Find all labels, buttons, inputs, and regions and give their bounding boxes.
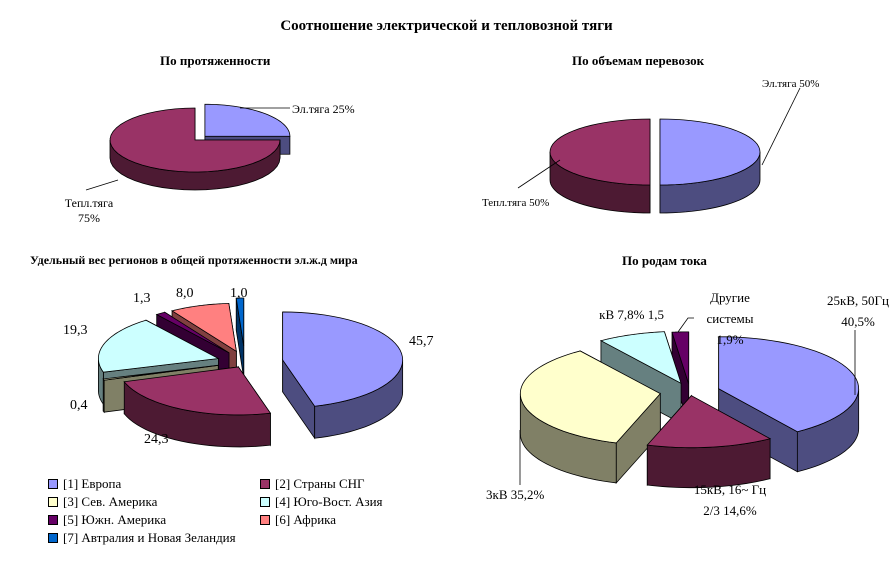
label-tepl-50: Тепл.тяга 50% [482,197,550,209]
slice-5 [155,311,230,354]
legend-label: [1] Европа [63,476,122,491]
label-samerica: 1,3 [133,291,151,306]
slice-7 [235,297,245,347]
slice-2 [646,395,772,449]
label-15kv: 15кВ, 16~ Гц 2/3 14,6% [693,482,767,518]
legend-item: [5] Южн. Америка [48,512,166,528]
slice-6 [171,303,237,353]
slice-1 [659,118,761,186]
legend-label: [6] Африка [275,512,337,527]
slice-1 [282,311,404,407]
label-3kv: 3кВ 35,2% [486,487,545,502]
label-tepl-75: Тепл.тяга 75% [64,196,114,225]
slice-2 [123,366,272,416]
chart1-title: По протяженности [160,53,271,68]
label-el-50: Эл.тяга 50% [762,78,820,90]
legend-item: [1] Европа [48,476,121,492]
legend-item: [3] Сев. Америка [48,494,157,510]
label-el-25: Эл.тяга 25% [292,102,355,116]
legend-swatch [48,515,58,525]
legend-item: [4] Юго-Вост. Азия [260,494,383,510]
legend-swatch [260,479,270,489]
slice-2 [549,118,651,186]
legend-swatch [48,497,58,507]
label-australia: 1,0 [230,286,248,301]
legend-swatch [48,479,58,489]
leader-line [517,159,561,189]
legend-label: [3] Сев. Америка [63,494,158,509]
legend-label: [5] Южн. Америка [63,512,167,527]
slice-3 [102,364,219,381]
legend-swatch [260,497,270,507]
slice-4 [599,331,682,385]
legend-swatch [260,515,270,525]
leader-line [677,317,694,333]
legend-label: [2] Страны СНГ [275,476,365,491]
legend-item: [6] Африка [260,512,336,528]
chart2-title: По объемам перевозок [572,53,705,68]
label-other: Другие системы 1,9% [706,290,754,347]
label-asia: 19,3 [63,323,88,338]
leader-line [761,87,801,166]
slice-2 [109,107,281,173]
slice-1 [718,336,860,433]
label-europe: 45,7 [409,334,434,349]
slice-5 [671,331,690,384]
legend-item: [2] Страны СНГ [260,476,365,492]
slice-1 [204,103,291,137]
label-namerica: 0,4 [70,398,88,413]
label-africa: 8,0 [176,286,194,301]
legend-label: [4] Юго-Вост. Азия [275,494,383,509]
label-cis: 24,3 [144,432,169,447]
slice-3 [519,350,661,444]
chart4-title: По родам тока [622,253,707,268]
legend-swatch [48,533,58,543]
legend-label: [7] Автралия и Новая Зеландия [63,530,236,545]
slice-wall [102,377,105,414]
slice-4 [98,319,220,373]
chart3-title: Удельный вес регионов в общей протяженно… [30,253,358,267]
label-1-5kv: 1,5 кВ 7,8% [599,307,664,322]
label-25kv: 25кВ, 50Гц 40,5% [827,293,889,329]
legend-item: [7] Автралия и Новая Зеландия [48,530,236,546]
leader-line [85,179,119,191]
main-title: Соотношение электрической и тепловозной … [280,18,613,34]
